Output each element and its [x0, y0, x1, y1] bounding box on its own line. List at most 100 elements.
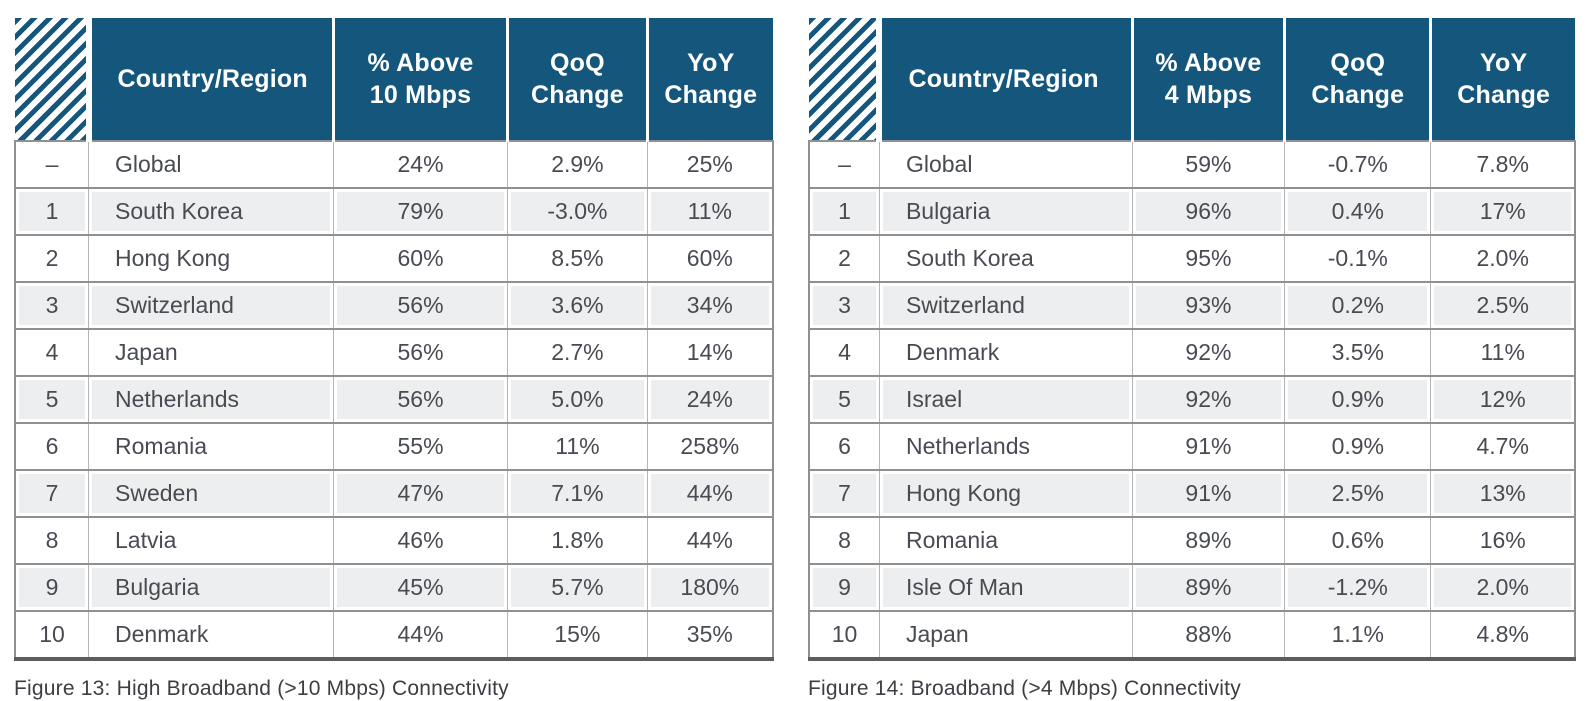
figure-14-caption: Figure 14: Broadband (>4 Mbps) Connectiv…: [808, 677, 1241, 700]
table-row: – Global 24% 2.9% 25%: [14, 140, 774, 188]
yoy-cell: 17%: [1430, 187, 1577, 235]
metric-cell: 93%: [1131, 281, 1285, 329]
metric-cell: 89%: [1131, 563, 1285, 611]
yoy-cell: 7.8%: [1430, 140, 1577, 188]
country-cell: Global: [88, 140, 334, 188]
country-cell: South Korea: [88, 187, 334, 235]
column-header-yoy: YoY Change: [1429, 18, 1575, 141]
yoy-cell: 35%: [646, 610, 774, 661]
rank-cell: 9: [807, 563, 880, 611]
table-row: 1 Bulgaria 96% 0.4% 17%: [807, 187, 1577, 235]
metric-cell: 91%: [1131, 469, 1285, 517]
table-header-row: Country/Region % Above 10 Mbps QoQ Chang…: [15, 18, 773, 141]
qoq-cell: 3.6%: [507, 281, 648, 329]
qoq-cell: 1.8%: [507, 516, 648, 564]
table-header-row: Country/Region % Above 4 Mbps QoQ Change…: [809, 18, 1575, 141]
column-header-metric: % Above 10 Mbps: [331, 18, 508, 141]
table-row: 10 Japan 88% 1.1% 4.8%: [807, 610, 1577, 661]
table-body: – Global 24% 2.9% 25% 1 South Korea 79% …: [14, 140, 774, 661]
rank-cell: 4: [14, 328, 89, 376]
figure-13: Country/Region % Above 10 Mbps QoQ Chang…: [14, 18, 774, 701]
qoq-cell: 3.5%: [1284, 328, 1431, 376]
rank-cell: 10: [14, 610, 89, 661]
yoy-cell: 24%: [646, 375, 774, 423]
rank-cell: 5: [14, 375, 89, 423]
rank-cell: 6: [14, 422, 89, 470]
yoy-cell: 2.5%: [1430, 281, 1577, 329]
table-row: 3 Switzerland 93% 0.2% 2.5%: [807, 281, 1577, 329]
figure-14: Country/Region % Above 4 Mbps QoQ Change…: [807, 18, 1577, 701]
qoq-cell: 0.6%: [1284, 516, 1431, 564]
qoq-cell: 0.4%: [1284, 187, 1431, 235]
qoq-cell: 0.9%: [1284, 375, 1431, 423]
qoq-cell: 2.7%: [507, 328, 648, 376]
qoq-cell: -0.7%: [1284, 140, 1431, 188]
yoy-cell: 11%: [1430, 328, 1577, 376]
rank-cell: 1: [807, 187, 880, 235]
country-cell: Romania: [878, 516, 1133, 564]
metric-cell: 88%: [1131, 610, 1285, 661]
qoq-cell: 0.2%: [1284, 281, 1431, 329]
column-header-metric: % Above 4 Mbps: [1130, 18, 1285, 141]
qoq-cell: -1.2%: [1284, 563, 1431, 611]
qoq-cell: -3.0%: [507, 187, 648, 235]
metric-cell: 96%: [1131, 187, 1285, 235]
table-row: 8 Romania 89% 0.6% 16%: [807, 516, 1577, 564]
country-cell: Japan: [878, 610, 1133, 661]
country-cell: South Korea: [878, 234, 1133, 282]
country-cell: Sweden: [88, 469, 334, 517]
country-cell: Japan: [88, 328, 334, 376]
table-row: 2 South Korea 95% -0.1% 2.0%: [807, 234, 1577, 282]
table-row: 1 South Korea 79% -3.0% 11%: [14, 187, 774, 235]
rank-cell: 3: [807, 281, 880, 329]
qoq-cell: 8.5%: [507, 234, 648, 282]
hatch-corner-cell: [15, 18, 92, 141]
yoy-cell: 2.0%: [1430, 234, 1577, 282]
qoq-cell: 2.9%: [507, 140, 648, 188]
rank-cell: 2: [14, 234, 89, 282]
metric-cell: 44%: [332, 610, 508, 661]
yoy-cell: 16%: [1430, 516, 1577, 564]
hatch-corner-cell: [809, 18, 883, 141]
metric-cell: 92%: [1131, 328, 1285, 376]
yoy-cell: 44%: [646, 469, 774, 517]
yoy-cell: 4.8%: [1430, 610, 1577, 661]
table-body: – Global 59% -0.7% 7.8% 1 Bulgaria 96% 0…: [807, 140, 1577, 661]
column-header-yoy: YoY Change: [645, 18, 773, 141]
yoy-cell: 25%: [646, 140, 774, 188]
rank-cell: 9: [14, 563, 89, 611]
yoy-cell: 12%: [1430, 375, 1577, 423]
figure-13-caption: Figure 13: High Broadband (>10 Mbps) Con…: [14, 677, 509, 700]
yoy-cell: 4.7%: [1430, 422, 1577, 470]
yoy-cell: 180%: [646, 563, 774, 611]
country-cell: Latvia: [88, 516, 334, 564]
country-cell: Denmark: [878, 328, 1133, 376]
yoy-cell: 60%: [646, 234, 774, 282]
rank-cell: 4: [807, 328, 880, 376]
column-header-country: Country/Region: [87, 18, 334, 141]
qoq-cell: 15%: [507, 610, 648, 661]
table-row: 4 Denmark 92% 3.5% 11%: [807, 328, 1577, 376]
table-row: 6 Netherlands 91% 0.9% 4.7%: [807, 422, 1577, 470]
qoq-cell: 1.1%: [1284, 610, 1431, 661]
high-broadband-table: Country/Region % Above 10 Mbps QoQ Chang…: [14, 18, 774, 661]
rank-cell: 1: [14, 187, 89, 235]
yoy-cell: 44%: [646, 516, 774, 564]
yoy-cell: 14%: [646, 328, 774, 376]
table-row: – Global 59% -0.7% 7.8%: [807, 140, 1577, 188]
table-row: 5 Israel 92% 0.9% 12%: [807, 375, 1577, 423]
table-row: 2 Hong Kong 60% 8.5% 60%: [14, 234, 774, 282]
qoq-cell: -0.1%: [1284, 234, 1431, 282]
metric-cell: 56%: [332, 328, 508, 376]
metric-cell: 59%: [1131, 140, 1285, 188]
yoy-cell: 34%: [646, 281, 774, 329]
table-row: 9 Isle Of Man 89% -1.2% 2.0%: [807, 563, 1577, 611]
table-row: 3 Switzerland 56% 3.6% 34%: [14, 281, 774, 329]
rank-cell: 10: [807, 610, 880, 661]
metric-cell: 89%: [1131, 516, 1285, 564]
rank-cell: 8: [14, 516, 89, 564]
rank-cell: 3: [14, 281, 89, 329]
table-row: 8 Latvia 46% 1.8% 44%: [14, 516, 774, 564]
table-row: 7 Hong Kong 91% 2.5% 13%: [807, 469, 1577, 517]
yoy-cell: 2.0%: [1430, 563, 1577, 611]
